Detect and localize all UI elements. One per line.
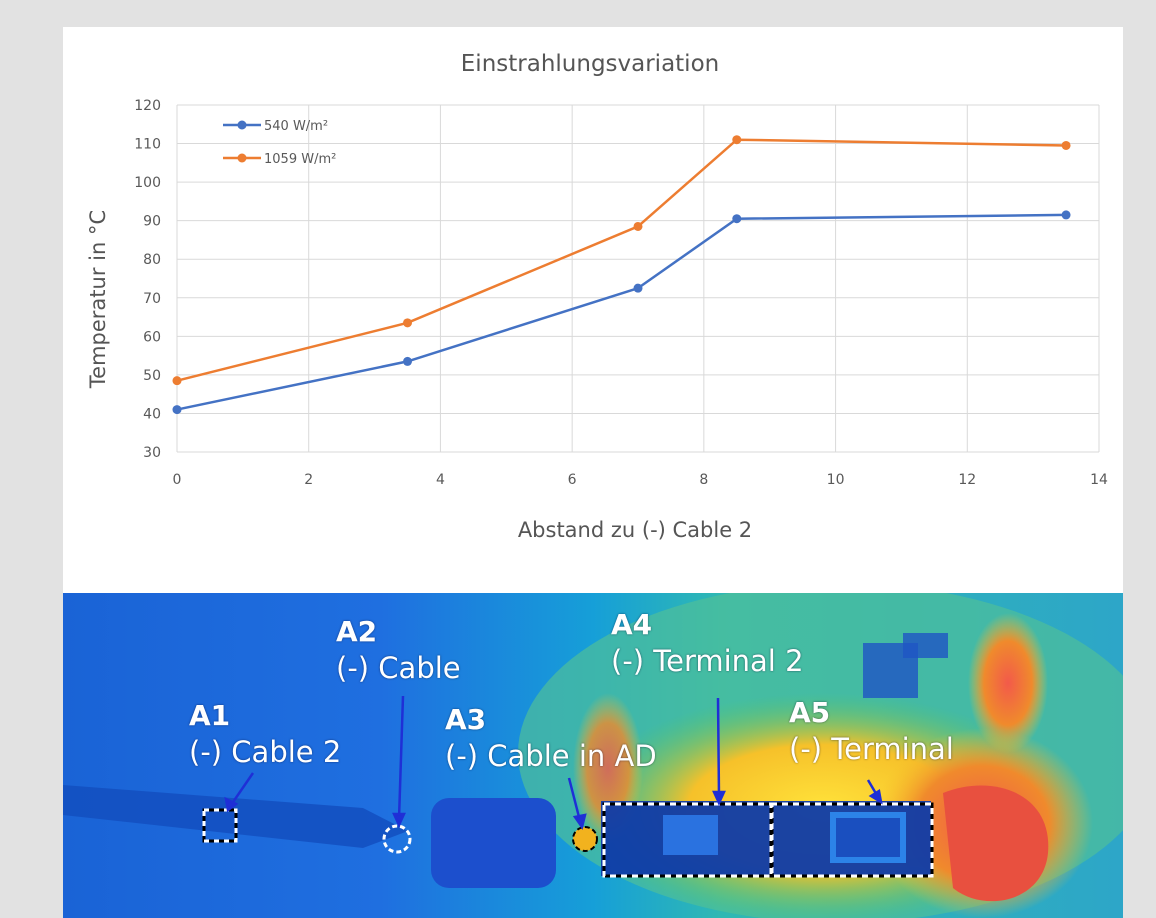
red-clip xyxy=(943,785,1049,902)
y-tick-label: 120 xyxy=(134,98,161,114)
label-a4-code: A4 xyxy=(611,608,653,641)
thermal-image: A1 (-) Cable 2 A2 (-) Cable A3 (-) Cable… xyxy=(63,593,1123,918)
y-tick-label: 100 xyxy=(134,175,161,191)
legend-label: 540 W/m² xyxy=(264,119,328,134)
marker-a2 xyxy=(382,824,412,854)
x-tick-label: 2 xyxy=(304,472,313,488)
label-a3-desc: (-) Cable in AD xyxy=(445,739,657,773)
label-a5-desc: (-) Terminal xyxy=(789,732,954,766)
chart-legend: 540 W/m² 1059 W/m² xyxy=(223,119,336,167)
label-arrows xyxy=(224,695,883,830)
terminal-pattern-1 xyxy=(663,815,718,855)
label-a3: A3 (-) Cable in AD xyxy=(445,703,657,775)
y-tick-label: 60 xyxy=(143,329,161,345)
line-chart: Einstrahlungsvariation 30405060708090100… xyxy=(86,51,1108,542)
data-point xyxy=(172,376,182,386)
data-point xyxy=(1061,210,1071,220)
y-tick-label: 90 xyxy=(143,214,161,230)
label-a2: A2 (-) Cable xyxy=(336,615,461,687)
arrow-a1-head xyxy=(224,796,239,813)
connector-body xyxy=(431,798,556,888)
chart-panel: Einstrahlungsvariation 30 40 50 60 70 80 90 100… xyxy=(63,27,1123,593)
arrow-a5-head xyxy=(868,788,883,805)
chart-series xyxy=(172,135,1071,415)
marker-a5-dash xyxy=(769,802,934,878)
y-axis-ticks: 30 40 50 60 70 80 90 100 110 120 xyxy=(134,98,161,461)
arrow-a2-head xyxy=(392,812,406,829)
y-tick-label: 70 xyxy=(143,291,161,307)
legend-label: 1059 W/m² xyxy=(264,152,336,167)
data-point xyxy=(403,318,412,328)
arrow-a4-head xyxy=(712,790,726,807)
arrow-a4 xyxy=(716,697,721,798)
arrow-a3-head xyxy=(572,813,587,830)
arrow-a1 xyxy=(229,772,255,806)
label-a1-code: A1 xyxy=(189,699,231,732)
series-line-1 xyxy=(176,213,1067,411)
hot-spot-top xyxy=(968,613,1048,753)
series-line-2 xyxy=(176,138,1067,382)
label-a4-desc: (-) Terminal 2 xyxy=(611,644,804,678)
x-tick-label: 14 xyxy=(1090,472,1108,488)
x-tick-label: 12 xyxy=(958,472,976,488)
x-tick-label: 4 xyxy=(436,472,445,488)
chart-title: Einstrahlungsvariation xyxy=(461,51,719,77)
data-point xyxy=(732,135,742,145)
label-a2-code: A2 xyxy=(336,615,378,648)
arrow-a3 xyxy=(567,777,582,822)
data-point xyxy=(403,356,412,366)
data-point xyxy=(1061,140,1071,150)
y-tick-label: 30 xyxy=(143,445,161,461)
data-point xyxy=(633,283,643,293)
legend-marker xyxy=(237,153,247,163)
y-tick-label: 40 xyxy=(143,406,161,422)
label-a4: A4 (-) Terminal 2 xyxy=(611,608,804,680)
y-tick-label: 80 xyxy=(143,252,161,268)
thermal-background xyxy=(63,593,1123,918)
y-tick-label: 110 xyxy=(134,137,161,153)
y-tick-label: 50 xyxy=(143,368,161,384)
chart-grid xyxy=(176,104,1100,453)
label-a1: A1 (-) Cable 2 xyxy=(189,699,341,771)
data-point xyxy=(633,221,643,231)
x-tick-label: 8 xyxy=(699,472,708,488)
x-tick-label: 10 xyxy=(827,472,845,488)
data-point xyxy=(732,214,742,224)
y-axis-title: Temperatur in °C xyxy=(86,210,110,389)
label-a3-code: A3 xyxy=(445,703,487,736)
label-a2-desc: (-) Cable xyxy=(336,651,461,685)
terminal-pattern-2 xyxy=(830,812,906,863)
x-axis-title: Abstand zu (-) Cable 2 xyxy=(518,518,752,542)
arrow-a2 xyxy=(397,695,405,820)
marker-a3 xyxy=(572,826,598,852)
legend-marker xyxy=(237,120,247,130)
x-tick-label: 6 xyxy=(568,472,577,488)
x-tick-label: 0 xyxy=(173,472,182,488)
terminal-top-block-2 xyxy=(903,633,948,658)
x-axis-ticks: 0 2 4 6 8 10 12 14 xyxy=(173,472,1108,488)
label-a5: A5 (-) Terminal xyxy=(789,696,954,768)
data-point xyxy=(172,405,182,415)
label-a1-desc: (-) Cable 2 xyxy=(189,735,342,769)
label-a5-code: A5 xyxy=(789,696,831,729)
marker-a1-dash xyxy=(202,808,238,843)
